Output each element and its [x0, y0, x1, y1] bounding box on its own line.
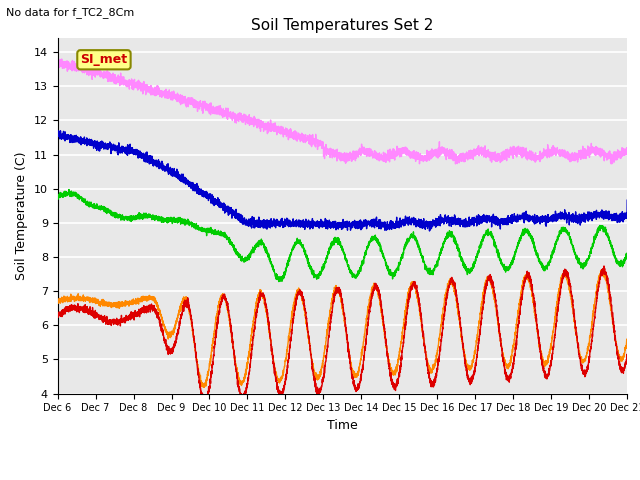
Text: No data for f_TC2_8Cm: No data for f_TC2_8Cm: [6, 7, 134, 18]
Legend: TC2_2Cm, TC2_4Cm, TC2_16Cm, TC2_32Cm, TC2_50Cm: TC2_2Cm, TC2_4Cm, TC2_16Cm, TC2_32Cm, TC…: [87, 475, 598, 480]
Text: SI_met: SI_met: [81, 53, 127, 66]
Title: Soil Temperatures Set 2: Soil Temperatures Set 2: [252, 18, 433, 33]
Y-axis label: Soil Temperature (C): Soil Temperature (C): [15, 152, 28, 280]
X-axis label: Time: Time: [327, 419, 358, 432]
